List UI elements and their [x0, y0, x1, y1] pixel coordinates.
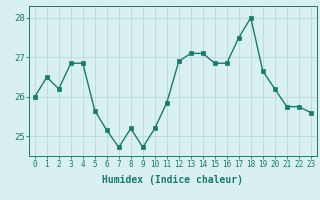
- X-axis label: Humidex (Indice chaleur): Humidex (Indice chaleur): [102, 175, 243, 185]
